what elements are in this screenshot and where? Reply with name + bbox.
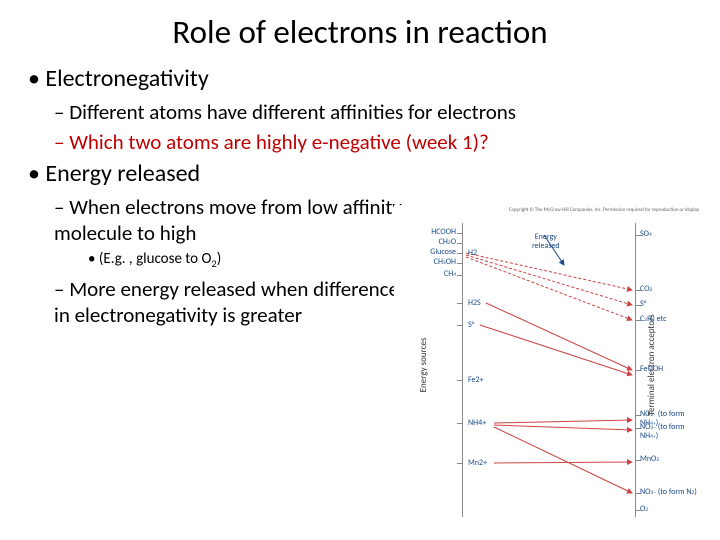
arrow — [466, 255, 632, 305]
species-right: C2H2 etc — [640, 315, 700, 324]
species-left: HCOOH — [412, 228, 456, 237]
arrow — [466, 257, 632, 320]
tick-left — [457, 463, 462, 464]
species-mid: S° — [468, 320, 474, 330]
energy-diagram: Copyright © The McGraw-Hill Companies, I… — [394, 205, 704, 525]
arrow — [486, 303, 632, 370]
bullet-affinities: Different atoms have different affinitie… — [54, 99, 700, 125]
arrow — [480, 325, 632, 375]
species-right: NO3– (to form NH4+) — [640, 423, 700, 441]
tick-left — [457, 303, 462, 304]
bullet-example-glucose: (E.g. , glucose to O2) — [88, 250, 405, 270]
tick-left — [457, 253, 462, 254]
species-right: FeOOH — [640, 365, 700, 374]
species-mid: Fe2+ — [468, 375, 484, 385]
arrow — [494, 427, 632, 493]
species-right: S° — [640, 300, 700, 309]
species-left: CH4 — [412, 270, 456, 279]
species-right: SO4 — [640, 230, 700, 239]
tick-left — [457, 243, 462, 244]
species-right: O2 — [640, 505, 700, 514]
species-right: NO3– (to form N2) — [640, 488, 700, 497]
bullet-move-low-high: When electrons move from low affinity mo… — [54, 194, 405, 246]
species-right: MnO2 — [640, 455, 700, 464]
species-mid: H2 — [468, 248, 477, 258]
species-mid: NH4+ — [468, 418, 486, 428]
bullet-electronegativity: Electronegativity — [28, 64, 700, 93]
species-mid: H2S — [468, 298, 481, 308]
bullet-question: Which two atoms are highly e-negative (w… — [54, 129, 700, 155]
species-left: CH3OH — [412, 258, 456, 267]
species-left: CH2O — [412, 238, 456, 247]
bullet-more-energy: More energy released when difference in … — [54, 276, 405, 328]
tick-left — [457, 380, 462, 381]
tick-left — [457, 423, 462, 424]
tick-left — [457, 263, 462, 264]
arrow — [494, 420, 632, 423]
species-left: Glucose — [412, 248, 456, 257]
tick-left — [457, 233, 462, 234]
bullet-energy-released: Energy released — [28, 159, 700, 188]
arrow — [494, 462, 632, 463]
slide-title: Role of electrons in reaction — [20, 12, 700, 52]
arrow — [544, 235, 564, 265]
species-mid: Mn2+ — [468, 458, 487, 468]
arrow — [494, 425, 632, 430]
arrow — [466, 253, 632, 290]
species-right: CO2 — [640, 285, 700, 294]
tick-left — [457, 325, 462, 326]
tick-left — [457, 275, 462, 276]
